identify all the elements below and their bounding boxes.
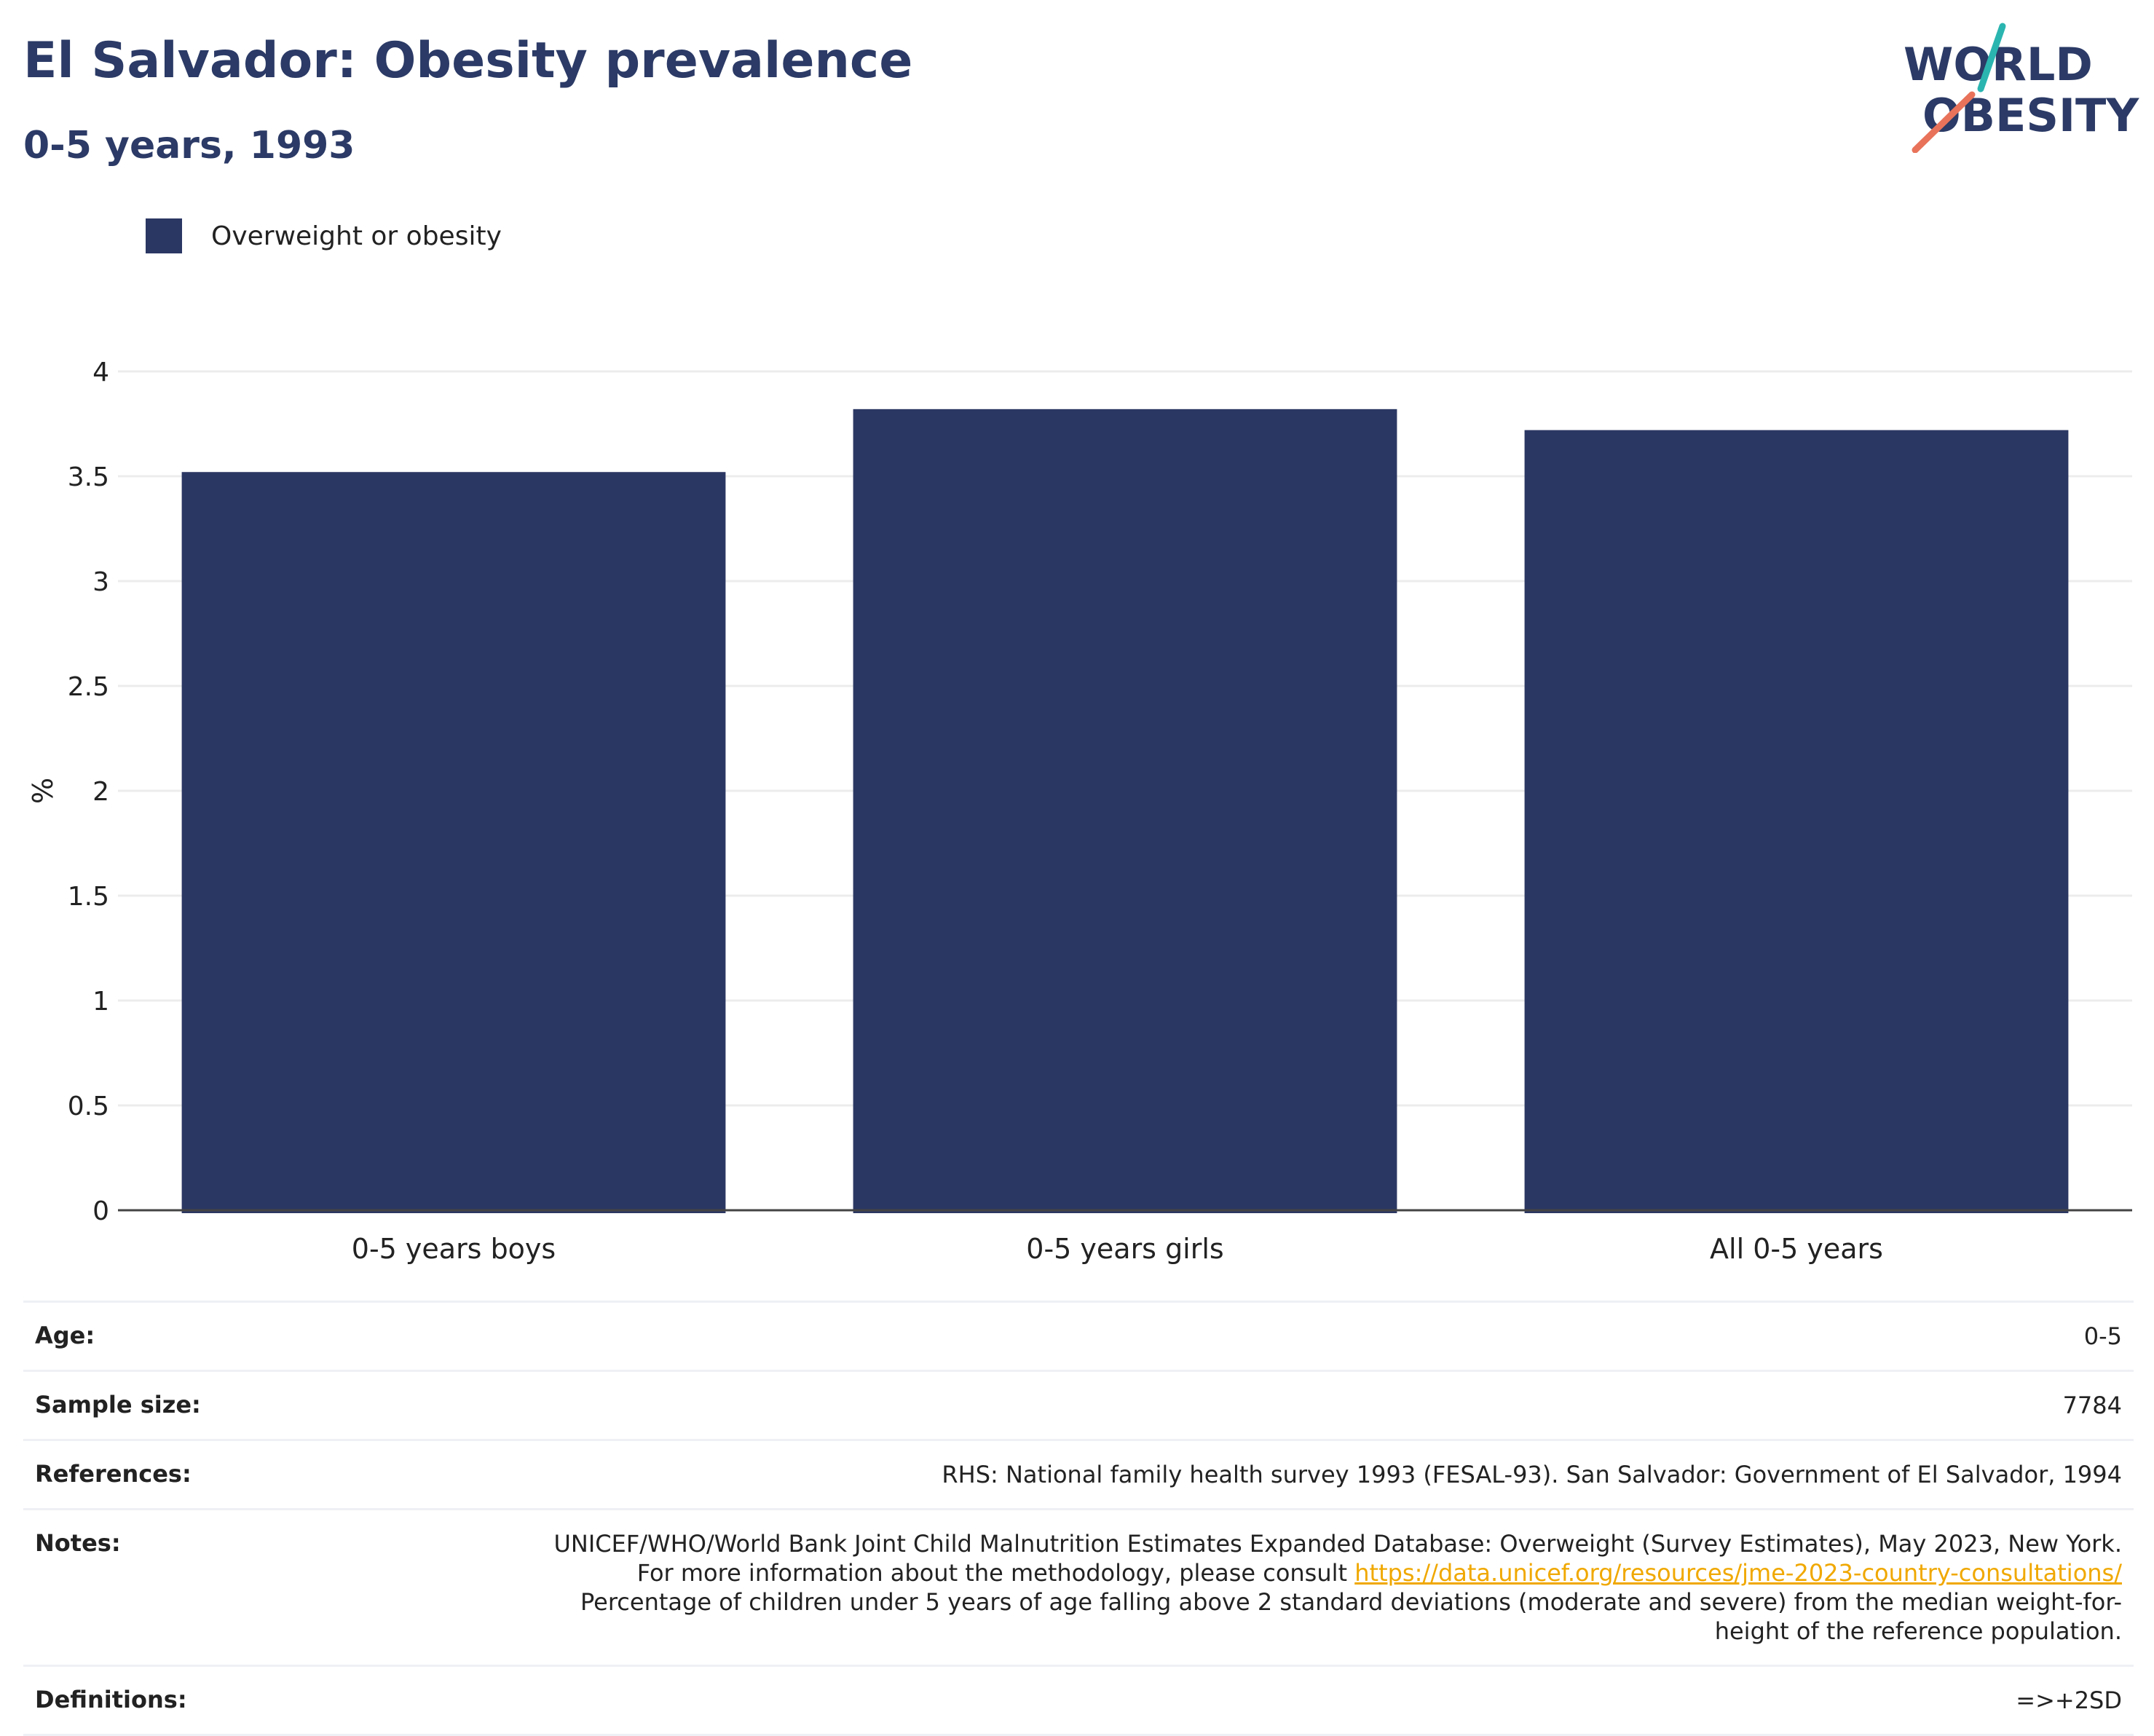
y-tick-label: 2 <box>92 777 109 807</box>
x-tick-label: 0-5 years boys <box>352 1233 556 1265</box>
meta-row-notes: Notes: UNICEF/WHO/World Bank Joint Child… <box>23 1508 2134 1665</box>
notes-label: Notes: <box>35 1529 121 1557</box>
y-tick-label: 1 <box>92 987 109 1017</box>
x-tick-label: 0-5 years girls <box>1026 1233 1223 1265</box>
definitions-value: =>+2SD <box>2016 1686 2122 1714</box>
definitions-label: Definitions: <box>35 1686 187 1713</box>
y-axis-label: % <box>27 778 59 804</box>
meta-row-references: References: RHS: National family health … <box>23 1439 2134 1508</box>
logo-slash-teal <box>1977 23 2006 92</box>
y-tick-label: 0.5 <box>68 1092 109 1121</box>
y-tick-label: 4 <box>92 358 109 387</box>
meta-row-definitions: Definitions: =>+2SD <box>23 1665 2134 1736</box>
references-value: RHS: National family health survey 1993 … <box>942 1461 2122 1488</box>
chart-title: El Salvador: Obesity prevalence <box>23 32 913 90</box>
y-tick-label: 3 <box>92 567 109 597</box>
legend: Overweight or obesity <box>146 217 502 255</box>
sample-size-value: 7784 <box>2062 1392 2122 1419</box>
notes-text: UNICEF/WHO/World Bank Joint Child Malnut… <box>553 1530 2123 1587</box>
bar-chart: 0 0.5 1 1.5 2 2.5 3 3.5 4% 0-5 years boys 0-5 year… <box>27 358 2132 1265</box>
meta-row-sample-size: Sample size: 7784 <box>23 1370 2134 1439</box>
bar <box>181 472 726 1213</box>
meta-row-age: Age: 0-5 <box>23 1301 2134 1370</box>
logo-slash-coral <box>1912 91 1976 153</box>
age-value: 0-5 <box>2083 1322 2122 1350</box>
world-obesity-logo: WORLD OBESITY <box>1904 23 2139 153</box>
references-label: References: <box>35 1460 192 1488</box>
chart-subtitle: 0-5 years, 1993 <box>23 124 355 167</box>
y-tick-label: 3.5 <box>68 462 109 492</box>
age-label: Age: <box>35 1322 95 1349</box>
logo-text-obesity: OBESITY <box>1922 89 2139 142</box>
notes-value: UNICEF/WHO/World Bank Joint Child Malnut… <box>520 1529 2123 1646</box>
notes-definition-text: Percentage of children under 5 years of … <box>580 1588 2122 1645</box>
bar <box>1524 430 2069 1213</box>
methodology-link[interactable]: https://data.unicef.org/resources/jme-20… <box>1354 1559 2122 1587</box>
bar <box>853 409 1397 1213</box>
y-tick-label: 1.5 <box>68 882 109 912</box>
legend-label: Overweight or obesity <box>211 221 502 251</box>
sample-size-label: Sample size: <box>35 1391 201 1419</box>
legend-swatch <box>146 218 182 253</box>
x-tick-label: All 0-5 years <box>1710 1233 1883 1265</box>
y-tick-label: 2.5 <box>68 672 109 702</box>
metadata-table: Age: 0-5 Sample size: 7784 References: R… <box>23 1301 2134 1736</box>
y-tick-label: 0 <box>92 1196 109 1226</box>
